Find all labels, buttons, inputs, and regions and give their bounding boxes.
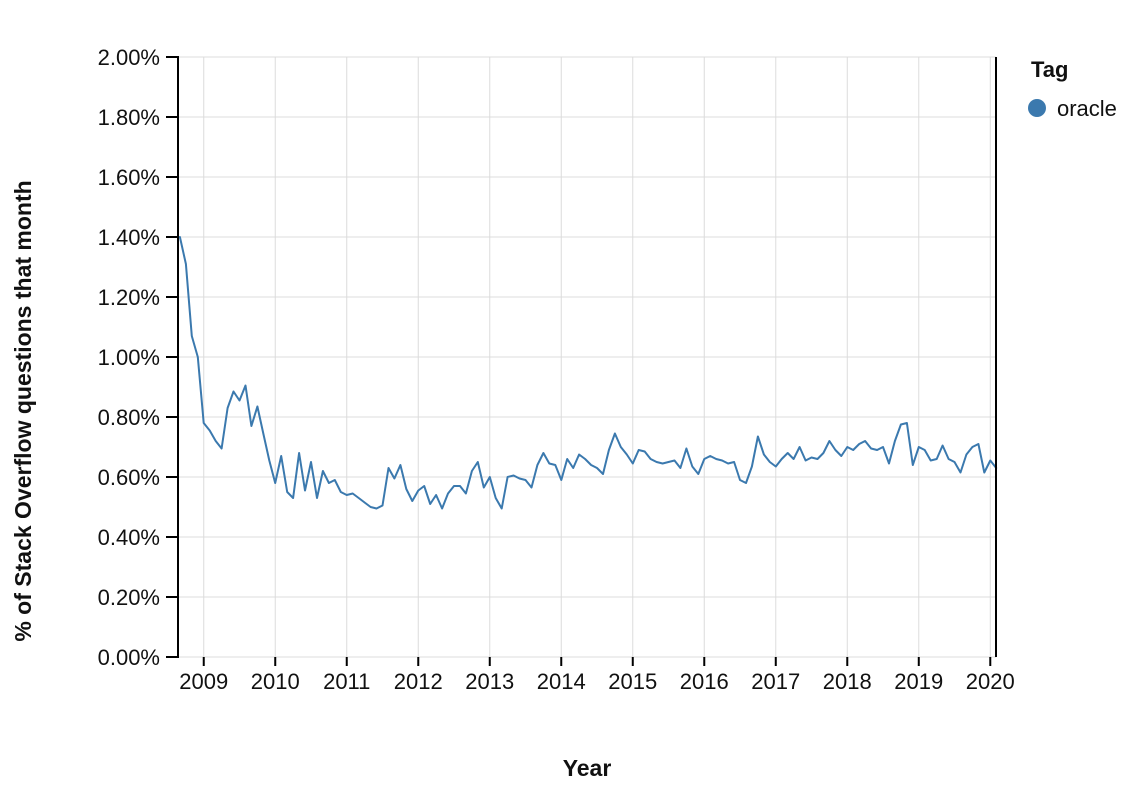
y-axis-tick-labels: 0.00% 0.20% 0.40% 0.60% 0.80% 1.00% 1.20% 1.40%… — [98, 45, 160, 670]
x-tick-label: 2020 — [966, 669, 1015, 694]
legend-title: Tag — [1031, 57, 1068, 82]
x-axis-title: Year — [563, 755, 612, 781]
x-tick-label: 2017 — [751, 669, 800, 694]
x-tick-label: 2013 — [465, 669, 514, 694]
y-tick-label: 1.80% — [98, 105, 160, 130]
gridlines — [178, 56, 996, 658]
y-tick-label: 2.00% — [98, 45, 160, 70]
trend-line-oracle — [178, 236, 998, 510]
x-tick-label: 2016 — [680, 669, 729, 694]
legend-label-oracle: oracle — [1057, 96, 1117, 121]
y-tick-label: 0.60% — [98, 465, 160, 490]
legend-swatch-oracle — [1028, 99, 1046, 117]
x-tick-label: 2015 — [608, 669, 657, 694]
y-tick-label: 1.40% — [98, 225, 160, 250]
y-tick-label: 0.80% — [98, 405, 160, 430]
axes — [166, 56, 992, 666]
x-tick-label: 2018 — [823, 669, 872, 694]
x-tick-label: 2019 — [894, 669, 943, 694]
x-tick-label: 2012 — [394, 669, 443, 694]
y-tick-label: 0.40% — [98, 525, 160, 550]
y-tick-label: 1.20% — [98, 285, 160, 310]
legend: Tag oracle — [1028, 57, 1117, 121]
x-axis-tick-labels: 2009 2010 2011 2012 2013 2014 2015 2016 2017 2018… — [179, 669, 1014, 694]
plot-area[interactable] — [178, 57, 996, 657]
x-tick-label: 2010 — [251, 669, 300, 694]
y-axis-title: % of Stack Overflow questions that month — [10, 180, 36, 641]
x-tick-label: 2014 — [537, 669, 586, 694]
y-tick-label: 0.00% — [98, 645, 160, 670]
y-tick-label: 1.60% — [98, 165, 160, 190]
y-tick-label: 1.00% — [98, 345, 160, 370]
y-tick-label: 0.20% — [98, 585, 160, 610]
x-tick-label: 2009 — [179, 669, 228, 694]
x-tick-label: 2011 — [323, 669, 370, 694]
